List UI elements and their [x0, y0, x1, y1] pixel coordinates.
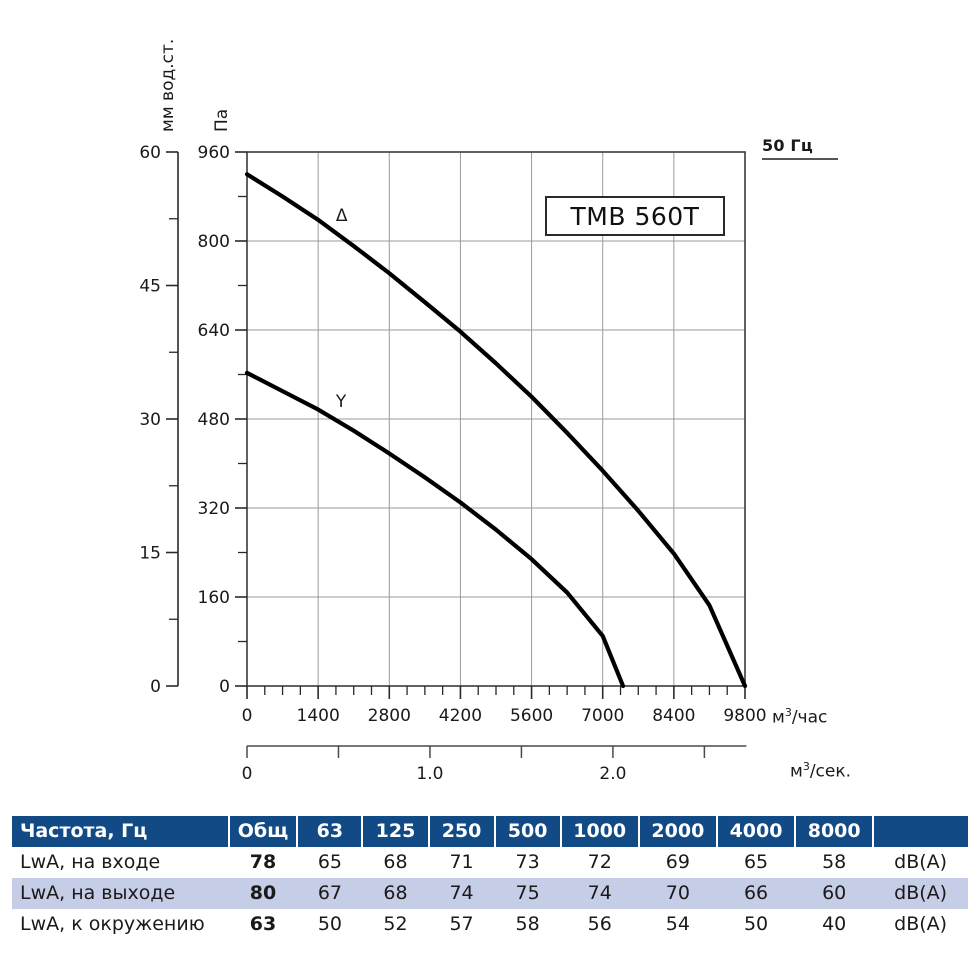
ytick-label: 800	[198, 232, 230, 252]
chart-canvas: 0 160 320 480 640 800 960 0 15 30 45 60 0 1400 2800 420…	[139, 143, 766, 784]
row-band-value: 50	[743, 913, 769, 935]
table-header-band-4000: 4000	[716, 816, 797, 847]
row-band-value: 57	[449, 913, 474, 935]
row-unit: dB(A)	[873, 878, 968, 909]
table-header-band-1000: 1000	[560, 816, 640, 847]
ytick-label: 640	[198, 321, 230, 341]
table-header-unit	[873, 816, 968, 847]
ytick-secondary-label: 15	[139, 544, 161, 564]
xtick-label: 8400	[652, 706, 695, 726]
frequency-label: 50 Гц	[762, 136, 838, 160]
ytick-label: 0	[219, 677, 230, 697]
x-axis-secondary-unit: м3/сек.	[790, 760, 852, 782]
xtick-secondary-label: 2.0	[599, 764, 626, 784]
row-label: LwA, на входе	[20, 851, 161, 873]
xtick-label: 2800	[368, 706, 411, 726]
x-axis-unit: м3/час	[772, 706, 828, 728]
row-band-value: 72	[587, 851, 612, 873]
table-header-row: Частота, Гц Общ 63 125 250 500 1000 2000 4000 800…	[12, 816, 968, 847]
row-band-value: 74	[560, 878, 639, 909]
row-label: LwA, на выходе	[12, 878, 229, 909]
row-band-value: 58	[822, 851, 847, 873]
row-total-value: 63	[249, 913, 277, 935]
row-band-value: 73	[515, 851, 540, 873]
table-header: Частота, Гц Общ 63 125 250 500 1000 2000 4000 800…	[12, 816, 968, 847]
curve-delta	[244, 172, 748, 689]
row-band-value: 52	[383, 913, 408, 935]
row-band-value: 54	[665, 913, 690, 935]
row-band-value: 58	[515, 913, 540, 935]
table-header-band-63: 63	[297, 816, 364, 847]
row-band-value: 74	[428, 878, 495, 909]
xtick-label: 5600	[510, 706, 553, 726]
table-body: LwA, на входе 78 65 68 71 73 72 69 65 58 dB(A) LwA,…	[12, 847, 968, 940]
row-band-value: 69	[665, 851, 690, 873]
ytick-secondary-label: 60	[139, 143, 161, 163]
curve-wye	[244, 370, 626, 689]
xtick-secondary-label: 1.0	[416, 764, 443, 784]
ytick-secondary-label: 30	[139, 410, 161, 430]
row-band-value: 75	[494, 878, 561, 909]
acoustic-data-table: Частота, Гц Общ 63 125 250 500 1000 2000 4000 800…	[12, 816, 968, 940]
ytick-secondary-label: 0	[150, 677, 161, 697]
row-band-value: 68	[383, 851, 408, 873]
row-band-value: 56	[587, 913, 612, 935]
model-title-box: TMB 560T	[545, 196, 725, 236]
row-band-value: 70	[638, 878, 717, 909]
row-total-value: 80	[228, 878, 298, 909]
row-band-value: 71	[449, 851, 474, 873]
table-header-band-125: 125	[362, 816, 430, 847]
row-band-value: 40	[822, 913, 847, 935]
xtick-label: 4200	[439, 706, 482, 726]
table-header-frequency: Частота, Гц	[12, 816, 230, 847]
ytick-label: 480	[198, 410, 230, 430]
table-header-band-500: 500	[494, 816, 562, 847]
row-band-value: 50	[317, 913, 342, 935]
table-row: LwA, на выходе 80 67 68 74 75 74 70 66 60 dB(A)	[12, 878, 968, 909]
table-header-band-Общ: Общ	[228, 816, 299, 847]
y-axis-unit: Па	[212, 108, 232, 132]
table-header-band-2000: 2000	[638, 816, 718, 847]
curve-label-wye: Y	[335, 392, 347, 413]
xtick-secondary-label: 0	[242, 764, 253, 784]
ytick-label: 960	[198, 143, 230, 163]
xtick-label: 7000	[581, 706, 624, 726]
row-band-value: 60	[795, 878, 874, 909]
xtick-label: 9800	[723, 706, 766, 726]
row-label: LwA, к окружению	[20, 913, 205, 935]
y-axis-secondary-unit: мм вод.ст.	[158, 38, 178, 132]
row-band-value: 65	[743, 851, 769, 873]
row-band-value: 67	[297, 878, 363, 909]
row-unit: dB(A)	[894, 851, 948, 873]
table-header-band-250: 250	[428, 816, 496, 847]
row-band-value: 65	[317, 851, 342, 873]
table-header-band-8000: 8000	[795, 816, 875, 847]
xtick-label: 0	[242, 706, 253, 726]
row-unit: dB(A)	[894, 913, 948, 935]
curve-label-delta: Δ	[335, 205, 348, 226]
ytick-secondary-label: 45	[139, 277, 161, 297]
fan-performance-chart: 0 160 320 480 640 800 960 0 15 30 45 60 0 1400 2800 420…	[139, 38, 852, 784]
table-row: LwA, на входе 78 65 68 71 73 72 69 65 58 dB(A)	[12, 847, 968, 878]
row-total-value: 78	[249, 851, 277, 873]
row-band-value: 68	[362, 878, 429, 909]
ytick-label: 160	[198, 588, 230, 608]
table-row: LwA, к окружению 63 50 52 57 58 56 54 50 40 dB(A)	[12, 909, 968, 940]
xtick-label: 1400	[297, 706, 340, 726]
row-band-value: 66	[716, 878, 796, 909]
ytick-label: 320	[198, 499, 230, 519]
